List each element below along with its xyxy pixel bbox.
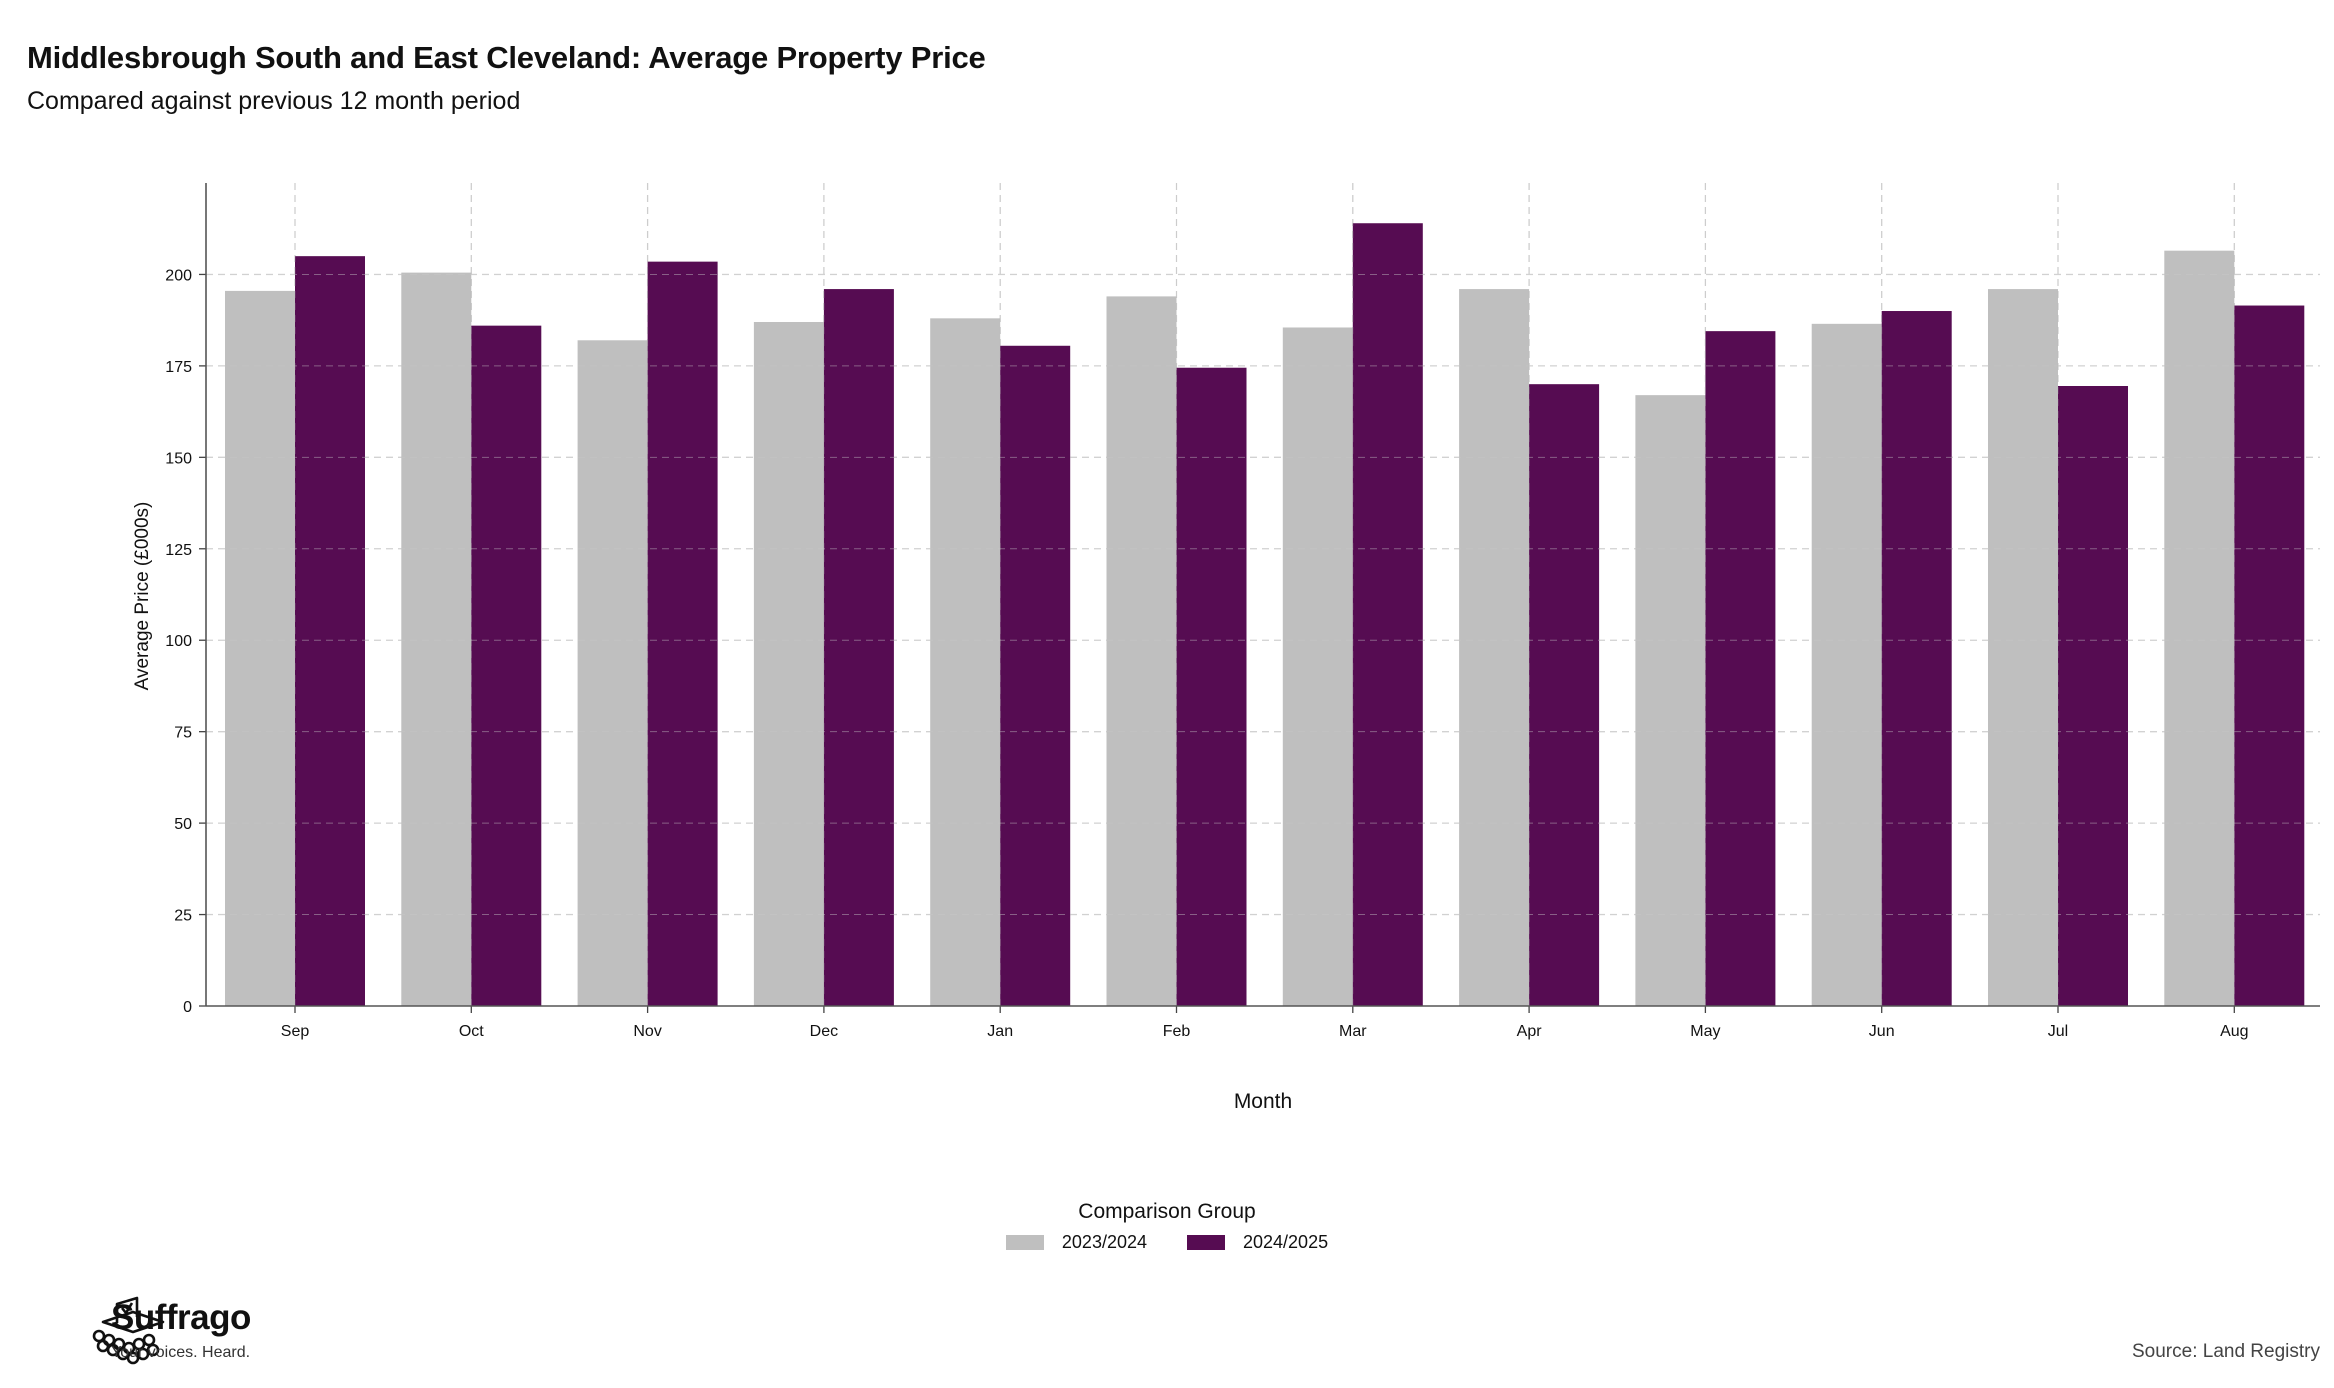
- bar-2023-2024-feb: [1106, 296, 1177, 1006]
- brand-name: Suffrago: [111, 1298, 251, 1337]
- bar-2024-2025-oct: [471, 325, 542, 1006]
- legend-item-2024-2025: 2024/2025: [1187, 1232, 1328, 1253]
- legend-swatch-2024-2025: [1187, 1235, 1225, 1250]
- legend-title: Comparison Group: [1078, 1200, 1256, 1223]
- bar-2024-2025-mar: [1352, 223, 1423, 1007]
- y-tick-label: 75: [174, 725, 192, 742]
- y-tick-label: 25: [174, 908, 192, 925]
- bar-2023-2024-mar: [1282, 327, 1353, 1007]
- x-tick-label: Nov: [633, 1023, 661, 1040]
- bar-2024-2025-aug: [2234, 305, 2305, 1007]
- x-tick-label: Dec: [810, 1023, 838, 1040]
- x-tick-label: Apr: [1517, 1023, 1543, 1040]
- bar-2024-2025-jul: [2058, 386, 2128, 1006]
- legend-label-2024-2025: 2024/2025: [1243, 1232, 1329, 1252]
- y-tick-label: 175: [165, 359, 192, 376]
- brand-tagline: Your voices. Heard.: [111, 1344, 251, 1361]
- bar-chart: 0 25 50 75 100 125 150 175 200 Sep Oct Nov Dec Jan Feb…: [132, 183, 2320, 1113]
- legend-item-2023-2024: 2023/2024: [1005, 1232, 1147, 1253]
- bar-2024-2025-apr: [1529, 384, 1600, 1007]
- y-tick-label: 125: [165, 542, 192, 559]
- bar-2023-2024-aug: [2164, 250, 2235, 1006]
- ballot-box-logo-icon: [92, 1296, 165, 1365]
- bar-2023-2024-jul: [1988, 289, 2058, 1006]
- chart-title: Middlesbrough South and East Cleveland: …: [27, 40, 986, 75]
- source-note: Source: Land Registry: [2132, 1341, 2320, 1362]
- x-tick-label: Jan: [987, 1023, 1013, 1040]
- legend: 2023/2024 2024/2025: [0, 1232, 2334, 1253]
- x-tick-label: Sep: [281, 1023, 310, 1040]
- bar-2024-2025-feb: [1176, 367, 1247, 1006]
- legend-label-2023-2024: 2023/2024: [1061, 1232, 1147, 1252]
- x-tick-label: Jun: [1869, 1023, 1895, 1040]
- x-tick-label: Feb: [1163, 1023, 1191, 1040]
- bar-2023-2024-may: [1635, 395, 1706, 1006]
- y-tick-label: 50: [174, 816, 192, 833]
- x-tick-label: Aug: [2220, 1023, 2248, 1040]
- bars: [206, 183, 2320, 1007]
- x-tick-label: May: [1690, 1023, 1720, 1040]
- bar-2023-2024-apr: [1459, 289, 1530, 1006]
- bar-2024-2025-jun: [1881, 311, 1952, 1006]
- bar-2024-2025-may: [1705, 331, 1776, 1006]
- y-tick-label: 100: [165, 633, 192, 650]
- bar-2023-2024-sep: [225, 290, 295, 1007]
- y-tick-label: 0: [183, 999, 192, 1016]
- x-tick-label: Jul: [2048, 1023, 2068, 1040]
- y-axis-label: Average Price (£000s): [132, 502, 153, 691]
- bar-2024-2025-nov: [647, 261, 718, 1006]
- x-tick-label: Oct: [459, 1023, 484, 1040]
- legend-swatch-2023-2024: [1005, 1235, 1044, 1250]
- y-tick-label: 200: [165, 267, 192, 284]
- chart-subtitle: Compared against previous 12 month perio…: [27, 87, 521, 115]
- x-axis-label: Month: [1234, 1090, 1292, 1113]
- bar-2023-2024-oct: [401, 272, 472, 1006]
- bar-2024-2025-dec: [823, 289, 894, 1006]
- bar-2024-2025-jan: [1000, 345, 1071, 1006]
- y-tick-label: 150: [165, 450, 192, 467]
- axes: 0 25 50 75 100 125 150 175 200 Sep Oct Nov Dec Jan Feb…: [165, 183, 2320, 1040]
- bar-2023-2024-jun: [1811, 323, 1882, 1006]
- bar-2023-2024-jan: [930, 318, 1001, 1006]
- x-tick-label: Mar: [1339, 1023, 1367, 1040]
- bar-2023-2024-dec: [753, 321, 824, 1006]
- bar-2023-2024-nov: [577, 340, 648, 1007]
- bar-2024-2025-sep: [295, 256, 365, 1007]
